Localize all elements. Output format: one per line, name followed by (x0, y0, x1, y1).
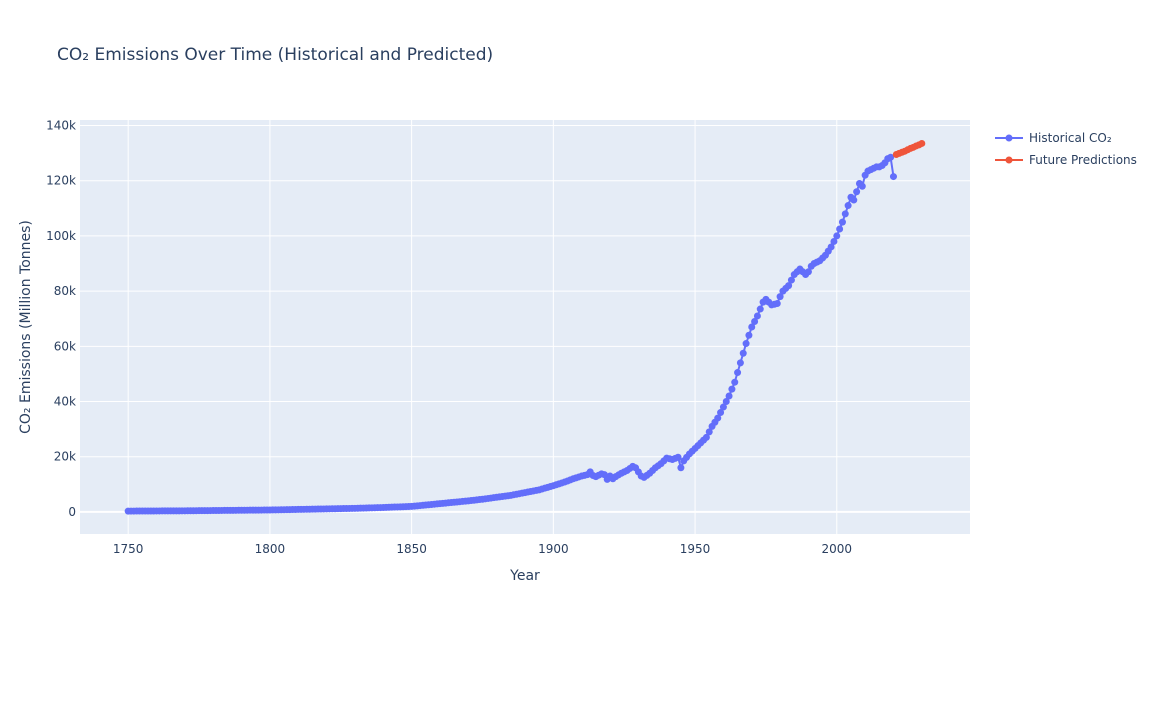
data-point[interactable] (717, 409, 725, 417)
legend-swatch-marker (1005, 134, 1013, 142)
plot-area[interactable] (80, 120, 970, 534)
legend: Historical CO₂ Future Predictions (995, 131, 1137, 167)
x-tick-label: 1850 (396, 542, 427, 556)
y-tick-label: 20k (54, 450, 76, 464)
data-point[interactable] (858, 182, 866, 190)
data-point[interactable] (719, 403, 727, 411)
data-point[interactable] (787, 276, 795, 284)
data-point[interactable] (850, 196, 858, 204)
data-point[interactable] (827, 243, 835, 251)
y-tick-label: 60k (54, 339, 76, 353)
data-point[interactable] (841, 210, 849, 218)
data-point[interactable] (748, 323, 756, 331)
y-tick-label: 140k (46, 119, 76, 133)
y-tick-label: 100k (46, 229, 76, 243)
y-axis-ticks: 0 20k 40k 60k 80k 100k 120k 140k (46, 119, 76, 519)
data-point[interactable] (836, 225, 844, 233)
data-point[interactable] (853, 188, 861, 196)
legend-item[interactable]: Historical CO₂ (995, 131, 1112, 145)
data-point[interactable] (731, 378, 739, 386)
data-point[interactable] (756, 305, 764, 313)
data-point[interactable] (714, 414, 722, 422)
data-point[interactable] (677, 464, 685, 472)
x-tick-label: 2000 (822, 542, 853, 556)
data-point[interactable] (918, 139, 926, 147)
data-point[interactable] (728, 385, 736, 393)
y-tick-label: 120k (46, 174, 76, 188)
series-future-predictions (892, 139, 926, 158)
y-tick-label: 40k (54, 395, 76, 409)
data-point[interactable] (705, 428, 713, 436)
data-point[interactable] (776, 293, 784, 301)
data-point[interactable] (889, 173, 897, 181)
data-point[interactable] (833, 232, 841, 240)
legend-item[interactable]: Future Predictions (995, 153, 1137, 167)
data-point[interactable] (722, 398, 730, 406)
data-point[interactable] (751, 317, 759, 325)
data-point[interactable] (745, 331, 753, 339)
data-point[interactable] (742, 340, 750, 348)
y-axis-title: CO₂ Emissions (Million Tonnes) (18, 220, 34, 434)
data-point[interactable] (725, 392, 733, 400)
x-tick-label: 1800 (255, 542, 286, 556)
x-tick-label: 1900 (538, 542, 569, 556)
x-tick-label: 1750 (113, 542, 144, 556)
series-historical-co (124, 153, 897, 515)
x-axis-title: Year (509, 568, 540, 584)
legend-swatch-marker (1005, 156, 1013, 164)
legend-label: Future Predictions (1029, 153, 1137, 167)
x-tick-label: 1950 (680, 542, 711, 556)
legend-label: Historical CO₂ (1029, 131, 1112, 145)
data-point[interactable] (785, 282, 793, 290)
grid-lines (80, 120, 970, 534)
data-point[interactable] (830, 237, 838, 245)
data-point[interactable] (702, 433, 710, 441)
data-point[interactable] (734, 369, 742, 377)
chart-title: CO₂ Emissions Over Time (Historical and … (57, 45, 493, 65)
y-tick-label: 80k (54, 284, 76, 298)
data-point[interactable] (773, 300, 781, 308)
data-point[interactable] (804, 268, 812, 276)
data-point[interactable] (739, 349, 747, 357)
data-point[interactable] (844, 202, 852, 210)
series-layer (124, 139, 926, 515)
data-point[interactable] (887, 153, 895, 161)
data-point[interactable] (736, 359, 744, 367)
x-axis-ticks: 1750 1800 1850 1900 1950 2000 (113, 542, 852, 556)
data-point[interactable] (838, 218, 846, 226)
data-point[interactable] (674, 453, 682, 461)
y-tick-label: 0 (68, 505, 76, 519)
data-point[interactable] (753, 312, 761, 320)
